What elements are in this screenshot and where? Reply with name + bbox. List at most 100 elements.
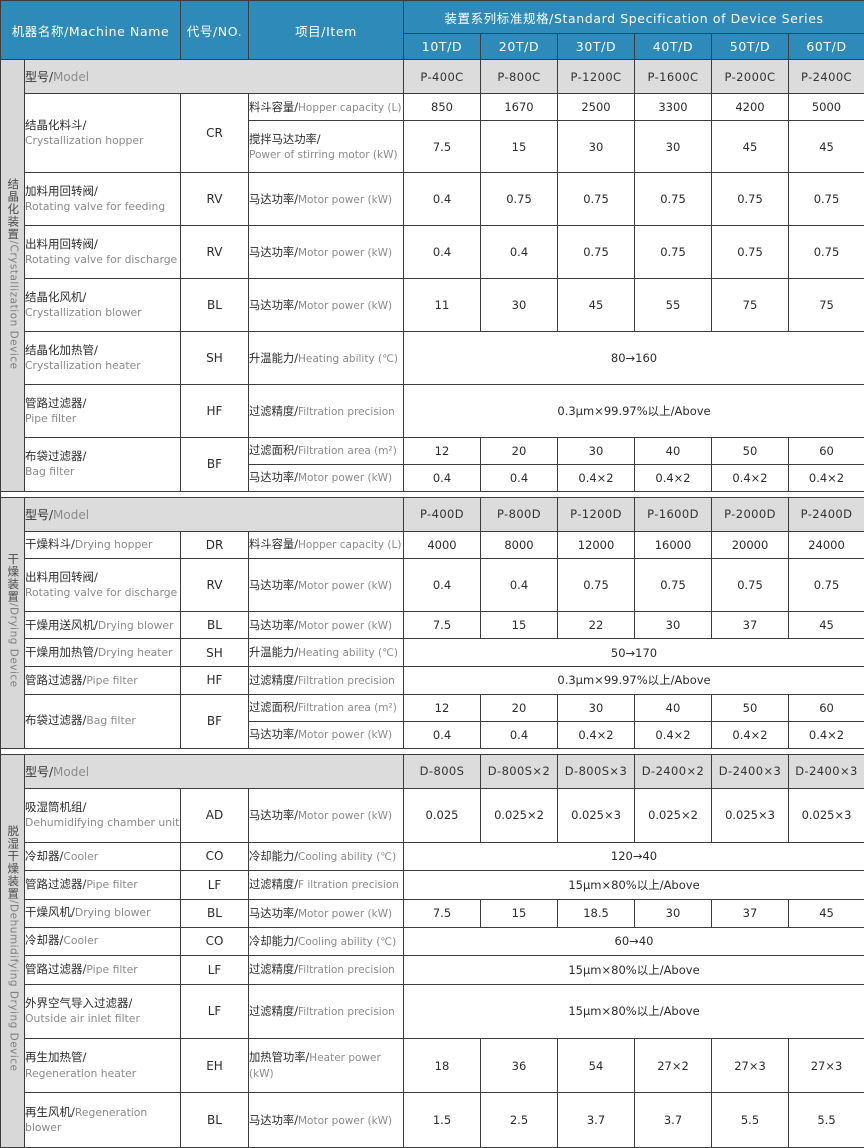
value-cell-1: 20 [480, 437, 558, 465]
item-cn: 过滤面积/ [249, 701, 298, 715]
value-cell-2: 3.7 [557, 1092, 635, 1148]
value-cell-3: 27×2 [634, 1037, 712, 1094]
table-row: 加料用回转阀/Rotating valve for feeding RV 马达功率/… [1, 172, 864, 227]
item-cn: 马达功率/ [249, 906, 298, 920]
item-cell: 冷却能力/Cooling ability (℃) [248, 926, 404, 956]
value-cell-0: 0.4 [403, 172, 481, 227]
model-value-1: P-800D [480, 496, 558, 532]
machine-name-cn: 结晶化风机/ [25, 289, 87, 304]
value-cell-3: 0.75 [634, 172, 712, 227]
machine-name-cn: 外界空气导入过滤器/ [25, 995, 133, 1010]
no-cell: HF [180, 384, 249, 439]
value-cell-4: 45 [711, 120, 789, 174]
machine-name-cn: 管路过滤器/ [25, 395, 87, 410]
machine-name-cn: 管路过滤器/ [25, 961, 87, 976]
table-row: 结晶化风机/Crystallization blower BL 马达功率/Motor… [1, 278, 864, 333]
table-row: 干燥风机/Drying blower BL 马达功率/Motor power (kW… [1, 898, 864, 928]
header-size-1: 20T/D [480, 33, 558, 61]
header-size-3: 40T/D [634, 33, 712, 61]
machine-name-cn: 结晶化加热管/ [25, 342, 98, 357]
no-cell: EH [180, 1037, 249, 1094]
value-cell-5: 0.75 [787, 225, 864, 280]
value-cell-0: 4000 [403, 530, 481, 560]
value-cell-2: 12000 [557, 530, 635, 560]
table-row: 管路过滤器/Pipe filter LF 过滤精度/Filtration preci… [1, 954, 864, 985]
value-cell-5: 45 [787, 898, 864, 928]
value-cell-5: 0.75 [787, 558, 864, 613]
no-cell: BL [180, 1092, 249, 1148]
item-cn: 马达功率/ [249, 727, 298, 741]
item-cn: 马达功率/ [249, 298, 298, 312]
table-row: 管路过滤器/Pipe filter HF 过滤精度/Filtration preci… [1, 665, 864, 695]
value-cell-5: 60 [787, 693, 864, 722]
value-cell-4: 0.75 [711, 225, 789, 280]
item-en: Heating ability (℃) [298, 352, 398, 365]
table-row: 结晶化加热管/Crystallization heater SH 升温能力/Heat… [1, 331, 864, 386]
value-cell-2: 0.75 [557, 225, 635, 280]
table-row: 干燥用加热管/Drying heater SH 升温能力/Heating abili… [1, 638, 864, 667]
value-cell-4: 50 [711, 693, 789, 722]
value-cell-1: 0.4 [480, 225, 558, 280]
machine-name-en: Bag filter [25, 465, 75, 479]
item-cell: 马达功率/Motor power (kW) [248, 172, 404, 227]
item-cn: 马达功率/ [249, 618, 298, 632]
value-cell-1: 20 [480, 693, 558, 722]
no-cell: CO [180, 926, 249, 956]
value-cell-1: 36 [480, 1037, 558, 1094]
item-cell: 马达功率/Motor power (kW) [248, 225, 404, 280]
item-cn: 马达功率/ [249, 578, 298, 592]
model-label-cn: 型号/ [25, 507, 54, 522]
model-row: 结晶化装置/Crystallization Device 型号/Model P-40… [0, 59, 864, 492]
item-cell: 马达功率/Motor power (kW) [248, 898, 404, 928]
value-cell-4: 0.75 [711, 558, 789, 613]
value-cell-5: 45 [787, 611, 864, 640]
machine-name-en: Rotating valve for discharge [25, 253, 178, 267]
machine-name-cell: 布袋过滤器/Bag filter [24, 437, 181, 492]
item-cn: 过滤精度/ [249, 673, 298, 687]
machine-name-en: Pipe filter [86, 878, 138, 892]
model-label: 型号/Model [24, 496, 404, 532]
value-cell-0: 18 [403, 1037, 481, 1094]
item-cn: 搅拌马达功率/ [249, 132, 321, 146]
no-cell: BF [180, 693, 249, 749]
item-en: Motor power (kW) [298, 619, 393, 632]
machine-name-cell: 干燥用送风机/Drying blower [24, 611, 181, 640]
model-value-4: P-2000C [711, 59, 789, 95]
machine-name-en: Crystallization hopper [25, 134, 144, 148]
item-cell: 过滤精度/Filtration precision [248, 665, 404, 695]
machine-name-cn: 再生加热管/ [25, 1050, 87, 1065]
no-cell: LF [180, 983, 249, 1039]
machine-name-en: Crystallization blower [25, 306, 142, 320]
value-cell-4: 5.5 [711, 1092, 789, 1148]
value-cell-1: 0.4 [480, 558, 558, 613]
no-cell: LF [180, 954, 249, 985]
item-cn: 料斗容量/ [249, 538, 298, 552]
item-cn: 加热管功率/ [249, 1051, 310, 1065]
value-cell-4: 75 [711, 278, 789, 333]
machine-name-cell: 干燥用加热管/Drying heater [24, 638, 181, 667]
value-cell-0: 12 [403, 437, 481, 465]
item-cn: 马达功率/ [249, 471, 298, 485]
item-cell: 料斗容量/Hopper capacity (L) [248, 530, 404, 560]
value-cell-1: 0.4 [480, 463, 558, 492]
table-row: 马达功率/Motor power (kW) 0.4 0.4 0.4×2 0.4×2 0.4… [1, 720, 864, 749]
machine-name-cn: 冷却器/ [25, 933, 64, 948]
value-cell-4: 0.4×2 [711, 463, 789, 492]
item-en: Cooling ability (℃) [298, 935, 397, 948]
value-cell-4: 20000 [711, 530, 789, 560]
item-en: Heater power (kW) [249, 1052, 381, 1080]
machine-name-cell: 吸湿筒机组/Dehumidifying chamber unit [24, 787, 181, 843]
value-cell-0: 7.5 [403, 898, 481, 928]
table-row: 冷却器/Cooler CO 冷却能力/Cooling ability (℃) 120→… [1, 841, 864, 871]
value-cell-2: 45 [557, 278, 635, 333]
table-row: 外界空气导入过滤器/Outside air inlet filter LF 过滤精度… [1, 983, 864, 1039]
item-cell: 过滤精度/Filtration precision [248, 384, 404, 439]
machine-name-cn: 干燥用加热管/ [25, 644, 98, 659]
machine-name-cn: 出料用回转阀/ [25, 236, 98, 251]
value-cell-2: 18.5 [557, 898, 635, 928]
value-cell-4: 27×3 [711, 1037, 789, 1094]
header-size-0: 10T/D [403, 33, 481, 61]
value-cell-3: 55 [634, 278, 712, 333]
model-label: 型号/Model [24, 753, 404, 789]
machine-name-cn: 管路过滤器/ [25, 877, 87, 892]
